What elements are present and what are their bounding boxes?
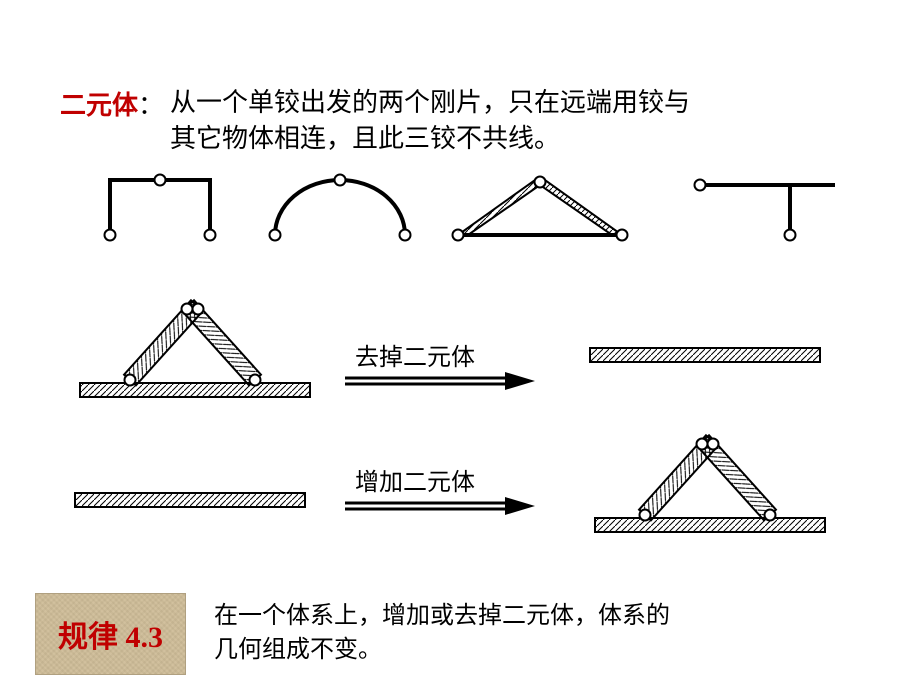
diagram-row-add: 增加二元体 xyxy=(0,440,920,550)
definition-line1: 从一个单铰出发的两个刚片，只在远端用铰与 xyxy=(170,85,690,121)
arrow-right-icon xyxy=(340,370,540,400)
dyad-tee-icon xyxy=(680,170,840,250)
rule-label: 规律 4.3 xyxy=(35,593,186,675)
remove-dyad-label: 去掉二元体 xyxy=(355,337,475,372)
rule-text: 在一个体系上，增加或去掉二元体，体系的 几何组成不变。 xyxy=(214,600,670,667)
dyad-frame-icon xyxy=(95,170,225,250)
definition-line2: 其它物体相连，且此三铰不共线。 xyxy=(170,121,690,157)
rule-text-line1: 在一个体系上，增加或去掉二元体，体系的 xyxy=(214,600,670,634)
ground-bar-icon xyxy=(585,343,835,373)
structure-with-dyad-icon xyxy=(70,295,320,405)
rule-text-line2: 几何组成不变。 xyxy=(214,634,670,668)
diagram-row-dyad-types xyxy=(0,170,920,250)
structure-with-dyad-icon-2 xyxy=(585,430,835,540)
rule-block: 规律 4.3 在一个体系上，增加或去掉二元体，体系的 几何组成不变。 xyxy=(35,593,670,675)
dyad-arc-icon xyxy=(260,170,420,250)
diagram-row-remove: 去掉二元体 xyxy=(0,295,920,405)
dyad-triangles-icon xyxy=(450,170,630,250)
arrow-right-icon-2 xyxy=(340,495,540,525)
definition-colon: ： xyxy=(138,85,164,122)
definition-block: 二元体 ： 从一个单铰出发的两个刚片，只在远端用铰与 其它物体相连，且此三铰不共… xyxy=(60,85,690,158)
add-dyad-label: 增加二元体 xyxy=(355,462,475,497)
definition-term: 二元体 xyxy=(60,85,138,122)
ground-bar-icon-2 xyxy=(70,488,320,518)
